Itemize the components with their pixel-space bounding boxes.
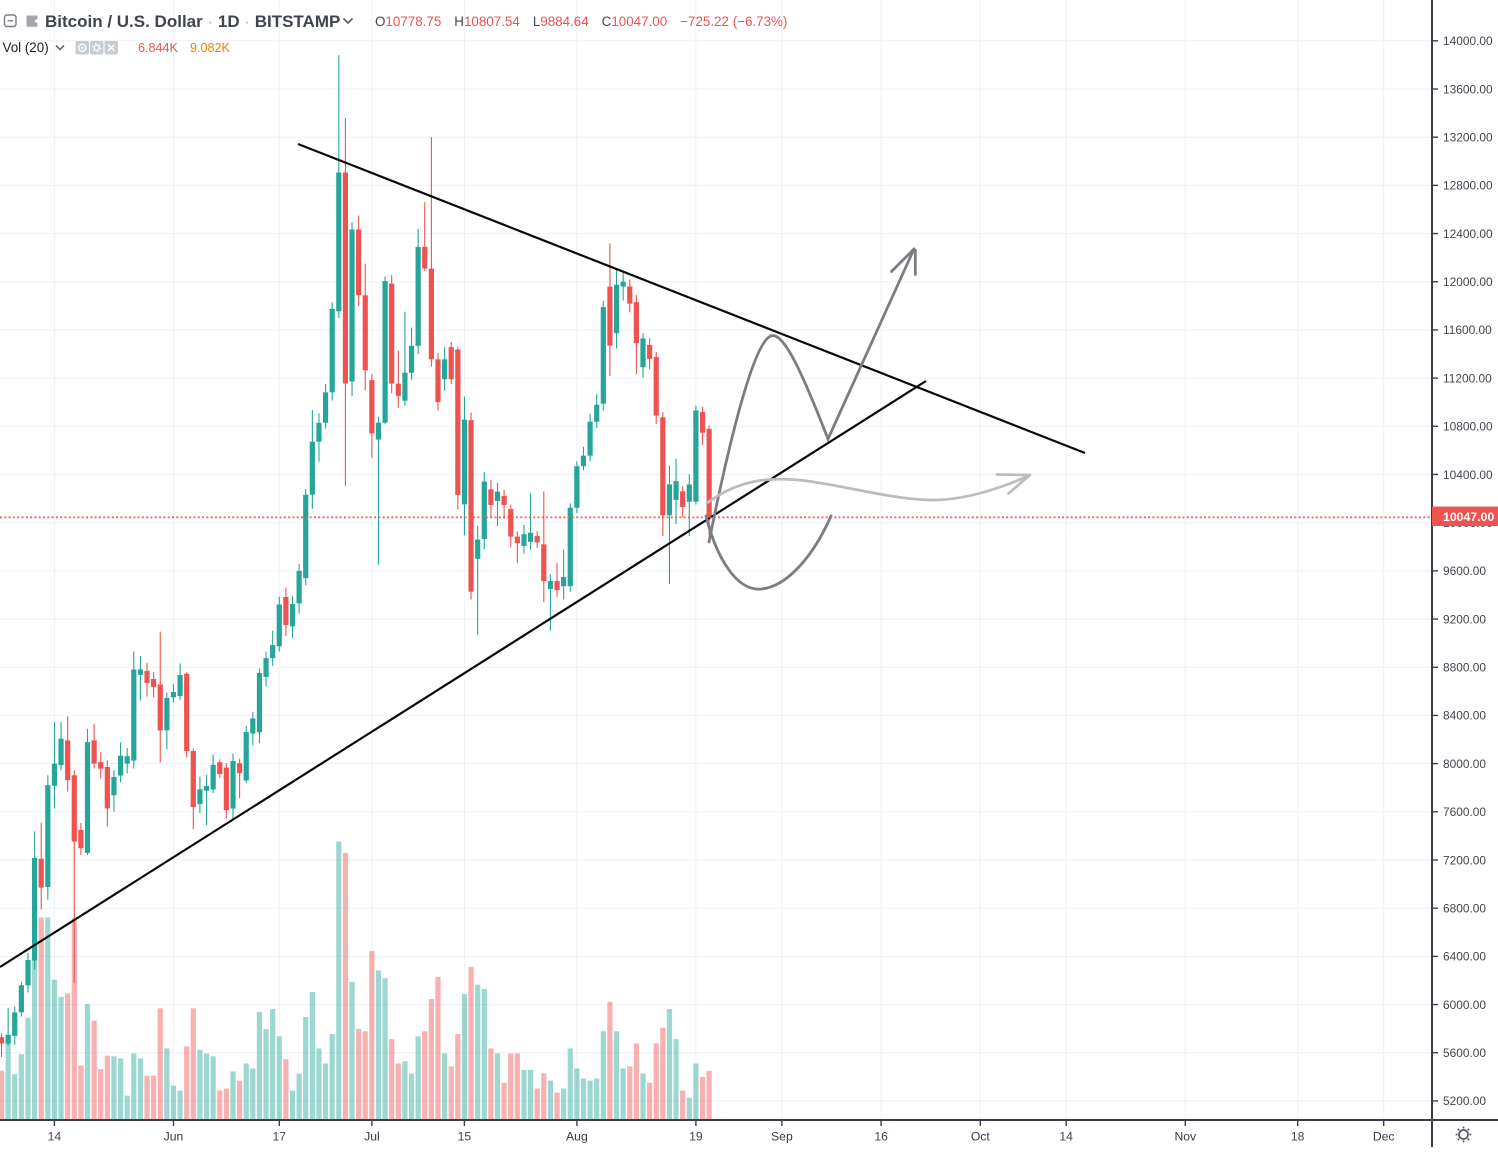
svg-text:5200.00: 5200.00 — [1443, 1094, 1486, 1108]
svg-text:16: 16 — [874, 1130, 888, 1144]
svg-text:9600.00: 9600.00 — [1443, 564, 1486, 578]
svg-text:6400.00: 6400.00 — [1443, 950, 1486, 964]
svg-text:12800.00: 12800.00 — [1443, 179, 1493, 193]
svg-text:Aug: Aug — [566, 1130, 588, 1144]
svg-text:10047.00: 10047.00 — [1443, 510, 1494, 524]
svg-text:12400.00: 12400.00 — [1443, 227, 1493, 241]
svg-text:8800.00: 8800.00 — [1443, 661, 1486, 675]
svg-text:12000.00: 12000.00 — [1443, 275, 1493, 289]
svg-text:Sep: Sep — [771, 1130, 793, 1144]
svg-text:15: 15 — [458, 1130, 472, 1144]
svg-text:Oct: Oct — [971, 1130, 991, 1144]
svg-text:13200.00: 13200.00 — [1443, 130, 1493, 144]
svg-text:19: 19 — [689, 1130, 703, 1144]
svg-text:11600.00: 11600.00 — [1443, 323, 1492, 337]
svg-text:6800.00: 6800.00 — [1443, 901, 1486, 915]
svg-text:5600.00: 5600.00 — [1443, 1046, 1486, 1060]
svg-text:11200.00: 11200.00 — [1443, 371, 1492, 385]
svg-text:7600.00: 7600.00 — [1443, 805, 1486, 819]
svg-text:Dec: Dec — [1373, 1130, 1395, 1144]
svg-text:9200.00: 9200.00 — [1443, 612, 1486, 626]
svg-text:Bitcoin / U.S. Dollar · 1D · B: Bitcoin / U.S. Dollar · 1D · BITSTAMP — [45, 12, 340, 31]
svg-text:9.082K: 9.082K — [190, 41, 231, 55]
svg-text:17: 17 — [273, 1130, 287, 1144]
svg-text:18: 18 — [1291, 1130, 1305, 1144]
svg-text:10400.00: 10400.00 — [1443, 468, 1493, 482]
svg-text:Jun: Jun — [164, 1130, 184, 1144]
svg-text:8400.00: 8400.00 — [1443, 709, 1486, 723]
svg-text:14: 14 — [48, 1130, 62, 1144]
svg-text:6.844K: 6.844K — [138, 41, 179, 55]
svg-text:10800.00: 10800.00 — [1443, 420, 1493, 434]
svg-text:7200.00: 7200.00 — [1443, 853, 1486, 867]
svg-text:8000.00: 8000.00 — [1443, 757, 1486, 771]
svg-text:14: 14 — [1059, 1130, 1073, 1144]
svg-text:14000.00: 14000.00 — [1443, 34, 1493, 48]
svg-text:13600.00: 13600.00 — [1443, 82, 1493, 96]
svg-text:Nov: Nov — [1174, 1130, 1197, 1144]
svg-text:Jul: Jul — [364, 1130, 380, 1144]
svg-text:6000.00: 6000.00 — [1443, 998, 1486, 1012]
svg-text:Vol (20): Vol (20) — [3, 40, 49, 55]
